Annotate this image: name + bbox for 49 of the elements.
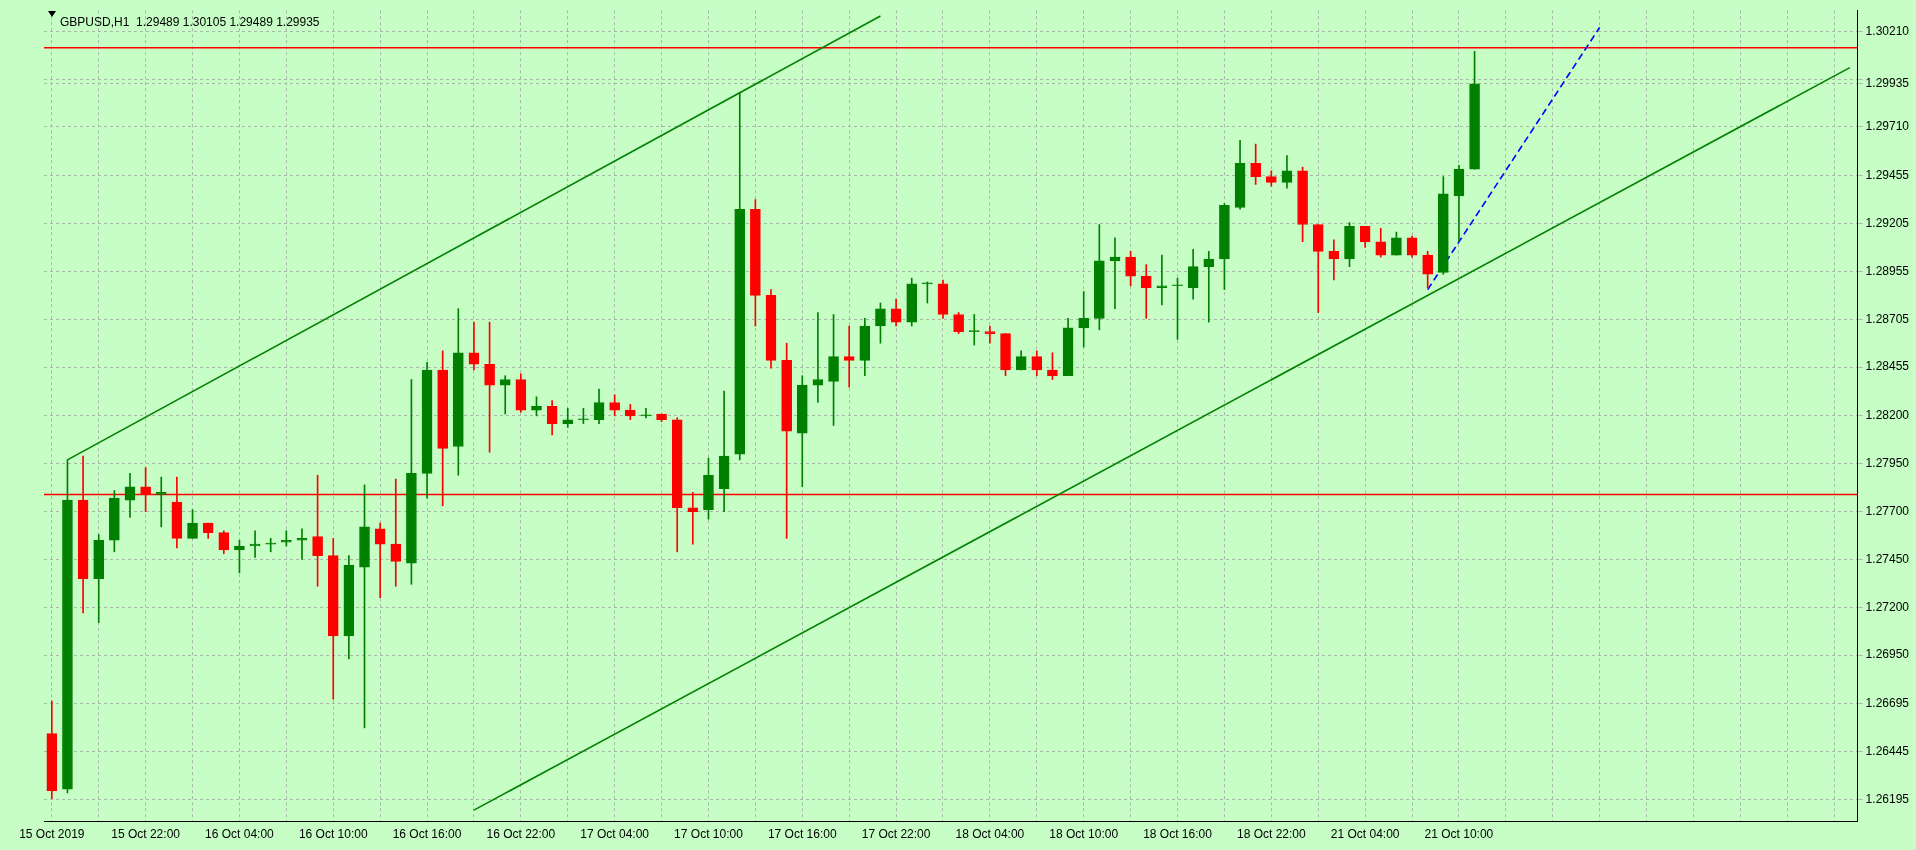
x-tick-label: 18 Oct 04:00 (955, 827, 1025, 842)
y-tick-label: 1.26950 (1865, 647, 1910, 662)
x-tick-label: 16 Oct 22:00 (486, 827, 556, 842)
x-tick-label: 17 Oct 22:00 (861, 827, 931, 842)
y-tick-label: 1.29205 (1865, 215, 1910, 230)
x-tick-label: 18 Oct 16:00 (1143, 827, 1213, 842)
y-tick-label: 1.28455 (1865, 359, 1910, 374)
x-tick-label: 18 Oct 10:00 (1049, 827, 1119, 842)
y-tick-label: 1.28955 (1865, 263, 1910, 278)
candlestick (562, 407, 574, 428)
y-tick-label: 1.29935 (1865, 76, 1910, 91)
y-tick-label: 1.26695 (1865, 696, 1910, 711)
candlestick (1156, 254, 1168, 306)
y-tick-label: 1.27700 (1865, 503, 1910, 518)
x-tick-label: 16 Oct 10:00 (298, 827, 368, 842)
y-tick-label: 1.28705 (1865, 311, 1910, 326)
y-tick-label: 1.26195 (1865, 791, 1910, 806)
chart-title: GBPUSD,H1 1.29489 1.30105 1.29489 1.29935 (60, 14, 320, 29)
y-tick-label: 1.27950 (1865, 456, 1910, 471)
x-tick-label: 18 Oct 22:00 (1236, 827, 1306, 842)
candlestick (843, 325, 855, 388)
candlestick (640, 407, 652, 419)
y-tick-label: 1.30210 (1865, 23, 1910, 38)
candlestick (155, 476, 167, 528)
candlestick (1078, 291, 1090, 348)
candlestick (499, 375, 511, 415)
x-tick-label: 17 Oct 04:00 (580, 827, 650, 842)
x-tick-label: 17 Oct 10:00 (674, 827, 744, 842)
x-tick-label: 16 Oct 16:00 (392, 827, 462, 842)
x-tick-label: 16 Oct 04:00 (205, 827, 275, 842)
candlestick (374, 522, 386, 599)
candlestick (296, 528, 308, 560)
y-tick-label: 1.27450 (1865, 551, 1910, 566)
candlestick (1140, 264, 1152, 319)
x-tick-label: 15 Oct 22:00 (111, 827, 181, 842)
x-tick-label: 21 Oct 10:00 (1424, 827, 1494, 842)
y-tick-label: 1.27200 (1865, 599, 1910, 614)
y-tick-label: 1.28200 (1865, 408, 1910, 423)
x-tick-label: 21 Oct 04:00 (1330, 827, 1400, 842)
y-tick-label: 1.29455 (1865, 168, 1910, 183)
candlestick (968, 314, 980, 346)
candlestick (265, 538, 277, 553)
x-tick-label: 17 Oct 16:00 (767, 827, 837, 842)
candlestick (984, 325, 996, 344)
y-tick-label: 1.29710 (1865, 119, 1910, 134)
candlestick (1203, 250, 1215, 323)
y-tick-label: 1.26445 (1865, 744, 1910, 759)
x-tick-label: 15 Oct 2019 (19, 827, 85, 842)
candlestick (812, 312, 824, 403)
